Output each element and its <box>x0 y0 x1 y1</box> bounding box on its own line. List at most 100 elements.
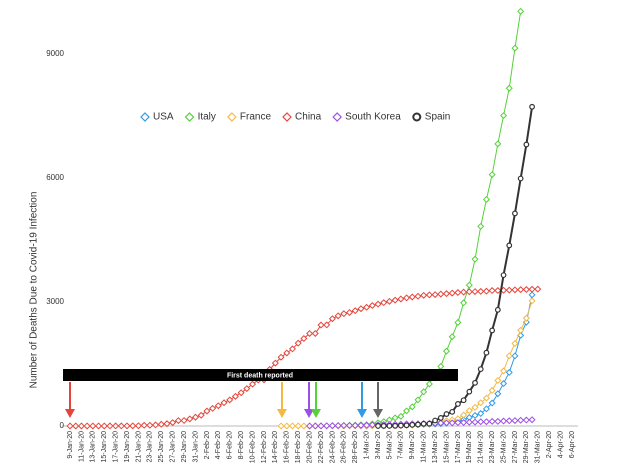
data-point <box>426 420 433 427</box>
legend-marker <box>332 112 343 122</box>
data-point <box>346 421 354 429</box>
legend: USA Italy France China South Korea Spain <box>140 112 451 123</box>
legend-label: South Korea <box>345 112 401 123</box>
data-point <box>528 416 536 424</box>
data-point <box>186 415 194 423</box>
data-point <box>494 287 502 295</box>
data-point <box>494 140 502 148</box>
data-point <box>454 318 462 326</box>
data-point <box>340 310 348 318</box>
x-tick-label: 6-Feb-20 <box>227 431 234 460</box>
data-point <box>243 385 251 393</box>
data-point <box>277 422 285 430</box>
data-point <box>391 414 399 422</box>
data-point <box>500 367 508 375</box>
data-point <box>477 222 485 230</box>
data-point <box>522 286 530 294</box>
x-tick-label: 3-Mar-20 <box>375 431 382 460</box>
data-point <box>465 407 473 415</box>
data-point <box>505 286 513 294</box>
data-point <box>488 386 496 394</box>
data-point <box>482 394 490 402</box>
data-point <box>209 404 217 412</box>
data-point <box>528 291 536 299</box>
data-point <box>363 303 371 311</box>
data-point <box>494 417 502 425</box>
data-point <box>294 339 302 347</box>
data-point <box>231 392 239 400</box>
data-point <box>300 335 308 343</box>
x-tick-label: 13-Mar-20 <box>432 431 439 463</box>
data-point <box>482 405 490 413</box>
data-point <box>180 416 188 425</box>
data-point <box>448 419 456 427</box>
data-point <box>346 308 354 316</box>
data-point <box>317 321 325 329</box>
data-point <box>123 422 131 430</box>
data-point <box>505 417 513 425</box>
data-point <box>249 380 257 388</box>
data-point <box>477 399 485 407</box>
data-point <box>488 399 496 407</box>
data-point <box>500 272 507 279</box>
data-point <box>460 288 468 296</box>
x-tick-label: 12-Feb-20 <box>261 431 268 463</box>
data-point <box>403 422 410 429</box>
data-point <box>465 288 473 296</box>
x-tick-label: 19-Jan-20 <box>124 431 131 463</box>
data-point <box>368 302 376 310</box>
data-point <box>163 420 171 428</box>
x-tick-label: 22-Feb-20 <box>318 431 325 463</box>
data-point <box>100 422 108 430</box>
data-point <box>442 347 451 355</box>
x-tick-label: 28-Feb-20 <box>352 431 359 463</box>
legend-label: France <box>240 112 272 123</box>
x-tick-label: 4-Feb-20 <box>215 431 222 460</box>
data-point <box>455 401 461 407</box>
data-point <box>283 349 291 357</box>
data-point <box>442 419 451 427</box>
data-point <box>288 422 296 430</box>
x-tick-label: 13-Jan-20 <box>90 431 97 463</box>
data-point <box>409 421 416 428</box>
data-point <box>191 413 200 421</box>
data-point <box>443 411 450 417</box>
data-point <box>511 286 519 294</box>
series-line <box>70 288 538 427</box>
data-point <box>380 423 387 429</box>
data-point <box>482 418 490 426</box>
data-point <box>448 289 456 297</box>
x-tick-label: 8-Feb-20 <box>238 431 245 460</box>
data-point <box>471 418 479 426</box>
data-point <box>437 290 445 298</box>
arrow-head <box>65 409 75 418</box>
x-tick-label: 23-Mar-20 <box>489 431 496 463</box>
x-tick-label: 27-Mar-20 <box>512 431 519 463</box>
data-point <box>523 141 530 148</box>
data-point <box>374 300 382 308</box>
data-point <box>169 419 177 427</box>
x-tick-label: 7-Mar-20 <box>398 431 405 460</box>
data-point <box>488 417 496 425</box>
x-tick-label: 26-Feb-20 <box>341 431 348 463</box>
data-point <box>477 287 485 295</box>
data-point <box>152 421 160 429</box>
data-point <box>311 422 319 430</box>
data-point <box>505 84 513 92</box>
legend-marker <box>184 112 195 122</box>
data-point <box>517 175 524 182</box>
x-tick-label: 16-Feb-20 <box>284 431 291 463</box>
data-point <box>317 422 325 430</box>
x-tick-label: 11-Jan-20 <box>78 431 85 462</box>
data-point <box>511 44 519 52</box>
x-tick-label: 29-Jan-20 <box>181 431 188 463</box>
data-point <box>214 402 222 410</box>
data-point <box>408 293 416 301</box>
data-point <box>140 421 148 429</box>
legend-label: Spain <box>425 112 451 123</box>
data-point <box>431 291 439 299</box>
data-point <box>328 315 336 323</box>
data-point <box>460 411 468 419</box>
data-point <box>363 421 371 429</box>
data-point <box>323 321 331 329</box>
